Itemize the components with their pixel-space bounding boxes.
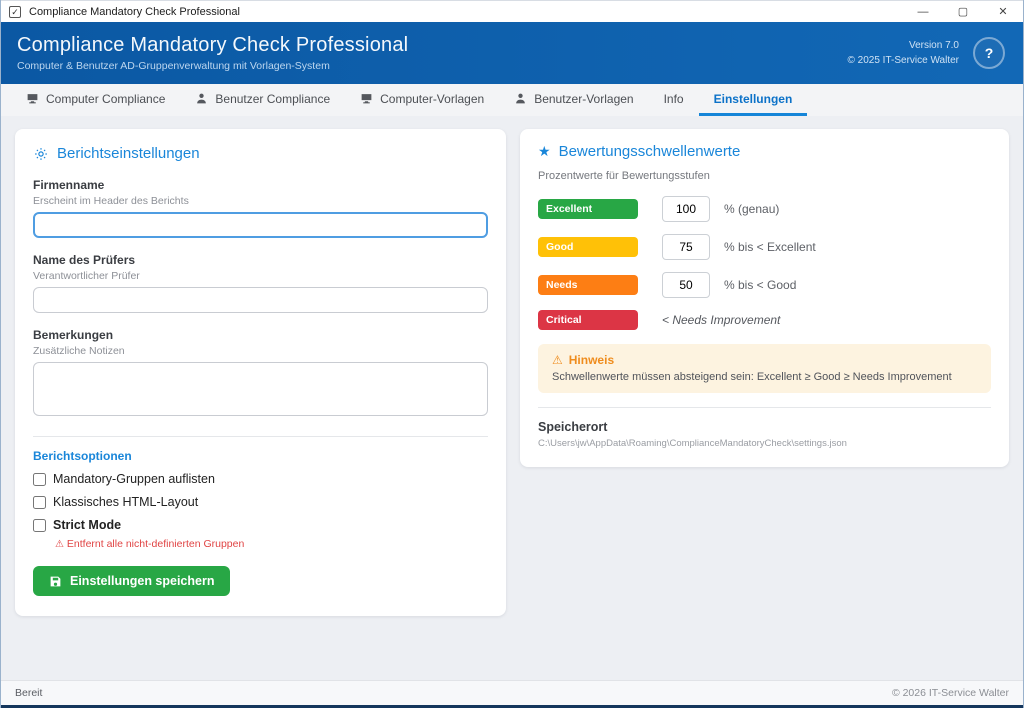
status-text: Bereit	[15, 687, 43, 699]
mandatory-gruppen-checkbox[interactable]	[33, 472, 46, 486]
statusbar-copyright: © 2026 IT-Service Walter	[891, 687, 1009, 699]
level-row-good: Good % bis < Excellent	[538, 234, 991, 260]
tab-benutzer-vorlagen[interactable]: Benutzer-Vorlagen	[499, 84, 648, 116]
tab-label: Info	[663, 91, 684, 106]
firmenname-field: Firmenname Erscheint im Header des Beric…	[33, 178, 488, 238]
good-suffix: % bis < Excellent	[724, 240, 816, 254]
hinweis-title-row: ⚠ Hinweis	[552, 353, 977, 367]
excellent-value-input[interactable]	[662, 196, 710, 222]
window-title: Compliance Mandatory Check Professional	[29, 5, 240, 18]
critical-badge: Critical	[538, 310, 638, 330]
tab-label: Computer-Vorlagen	[380, 91, 485, 106]
strict-mode-checkbox[interactable]	[33, 518, 46, 532]
firmenname-label: Firmenname	[33, 178, 105, 192]
tab-einstellungen[interactable]: Einstellungen	[698, 84, 808, 116]
strict-mode-warning: ⚠ Entfernt alle nicht-definierten Gruppe…	[55, 538, 488, 550]
tab-label: Benutzer Compliance	[215, 91, 331, 106]
needs-improvement-badge: Needs Improvement	[538, 275, 638, 311]
maximize-button[interactable]: ▢	[943, 1, 983, 22]
bemerkungen-label: Bemerkungen	[33, 328, 114, 342]
options-divider	[33, 436, 488, 437]
pruefer-field: Name des Prüfers Verantwortlicher Prüfer	[33, 253, 488, 313]
thresholds-header: ★ Bewertungsschwellenwerte	[538, 143, 991, 160]
app-header: Compliance Mandatory Check Professional …	[1, 22, 1023, 84]
good-badge: Good	[538, 237, 638, 257]
close-button[interactable]: ✕	[983, 1, 1023, 22]
minimize-button[interactable]: —	[903, 1, 943, 22]
header-copyright: © 2025 IT-Service Walter	[847, 55, 959, 66]
pruefer-input[interactable]	[33, 287, 488, 313]
tab-label: Benutzer-Vorlagen	[534, 91, 634, 106]
speicherort-label: Speicherort	[538, 420, 608, 434]
title-bar: ✓ Compliance Mandatory Check Professiona…	[1, 0, 1023, 22]
thresholds-card: ★ Bewertungsschwellenwerte Prozentwerte …	[520, 129, 1009, 467]
hinweis-text: Schwellenwerte müssen absteigend sein: E…	[552, 371, 952, 383]
star-icon: ★	[538, 143, 551, 159]
hinweis-title: Hinweis	[568, 353, 615, 367]
level-row-critical: Critical < Needs Improvement	[538, 310, 991, 330]
speicherort-path: C:\Users\jw\AppData\Roaming\ComplianceMa…	[538, 438, 847, 449]
excellent-badge: Excellent	[538, 199, 638, 219]
klassisches-layout-checkbox[interactable]	[33, 495, 46, 509]
thresholds-title: Bewertungsschwellenwerte	[558, 143, 741, 160]
level-row-needs-improvement: Needs Improvement % bis < Good	[538, 272, 991, 311]
help-button[interactable]: ?	[973, 37, 1005, 69]
critical-suffix: < Needs Improvement	[662, 313, 781, 327]
berichtsoptionen-title: Berichtsoptionen	[33, 449, 132, 463]
gear-icon	[33, 146, 49, 162]
firmenname-hint: Erscheint im Header des Berichts	[33, 195, 189, 207]
user-icon	[514, 92, 527, 105]
option-klassisches-layout: Klassisches HTML-Layout	[33, 495, 488, 509]
excellent-suffix: % (genau)	[724, 202, 780, 216]
option-strict-mode: Strict Mode	[33, 518, 488, 532]
option-label: Strict Mode	[53, 518, 122, 532]
bemerkungen-textarea[interactable]	[33, 362, 488, 416]
strict-mode-warning-text: Entfernt alle nicht-definierten Gruppen	[66, 538, 245, 550]
needs-improvement-value-input[interactable]	[662, 272, 710, 298]
bemerkungen-hint: Zusätzliche Notizen	[33, 345, 125, 357]
storage-divider	[538, 407, 991, 408]
warning-triangle-icon: ⚠	[552, 353, 563, 367]
tab-label: Einstellungen	[713, 91, 793, 106]
main-content: Berichtseinstellungen Firmenname Erschei…	[1, 116, 1023, 680]
tab-info[interactable]: Info	[649, 84, 699, 116]
save-settings-button[interactable]: Einstellungen speichern	[33, 566, 231, 596]
good-value-input[interactable]	[662, 234, 710, 260]
pruefer-hint: Verantwortlicher Prüfer	[33, 270, 140, 282]
report-settings-card: Berichtseinstellungen Firmenname Erschei…	[15, 129, 506, 616]
firmenname-input[interactable]	[33, 212, 488, 238]
needs-improvement-suffix: % bis < Good	[724, 278, 797, 292]
app-check-icon: ✓	[9, 5, 21, 18]
header-text-block: Compliance Mandatory Check Professional …	[17, 34, 848, 72]
tab-benutzer-compliance[interactable]: Benutzer Compliance	[180, 84, 345, 116]
user-icon	[195, 92, 208, 105]
option-label: Klassisches HTML-Layout	[53, 495, 199, 509]
app-subtitle: Computer & Benutzer AD-Gruppenverwaltung…	[17, 60, 330, 72]
window-controls: — ▢ ✕	[903, 1, 1023, 22]
warning-triangle-icon: ⚠	[55, 539, 64, 550]
computer-icon	[360, 92, 373, 105]
pruefer-label: Name des Prüfers	[33, 253, 136, 267]
tab-label: Computer Compliance	[46, 91, 166, 106]
version-info: Version 7.0 © 2025 IT-Service Walter	[848, 38, 959, 68]
option-label: Mandatory-Gruppen auflisten	[53, 472, 215, 486]
computer-icon	[26, 92, 39, 105]
save-icon	[50, 576, 61, 586]
report-settings-header: Berichtseinstellungen	[33, 145, 488, 162]
window-bottom-border	[1, 705, 1023, 708]
report-settings-title: Berichtseinstellungen	[57, 145, 200, 162]
option-mandatory-gruppen: Mandatory-Gruppen auflisten	[33, 472, 488, 486]
level-row-excellent: Excellent % (genau)	[538, 196, 991, 222]
save-button-label: Einstellungen speichern	[70, 574, 215, 588]
app-title: Compliance Mandatory Check Professional	[17, 34, 409, 56]
tab-computer-compliance[interactable]: Computer Compliance	[11, 84, 180, 116]
status-bar: Bereit © 2026 IT-Service Walter	[1, 680, 1023, 705]
tab-computer-vorlagen[interactable]: Computer-Vorlagen	[345, 84, 499, 116]
version-label: Version 7.0	[908, 40, 959, 51]
thresholds-subtitle: Prozentwerte für Bewertungsstufen	[538, 170, 710, 182]
tab-bar: Computer Compliance Benutzer Compliance …	[1, 84, 1023, 116]
bemerkungen-field: Bemerkungen Zusätzliche Notizen	[33, 328, 488, 421]
hinweis-box: ⚠ Hinweis Schwellenwerte müssen absteige…	[538, 344, 991, 393]
